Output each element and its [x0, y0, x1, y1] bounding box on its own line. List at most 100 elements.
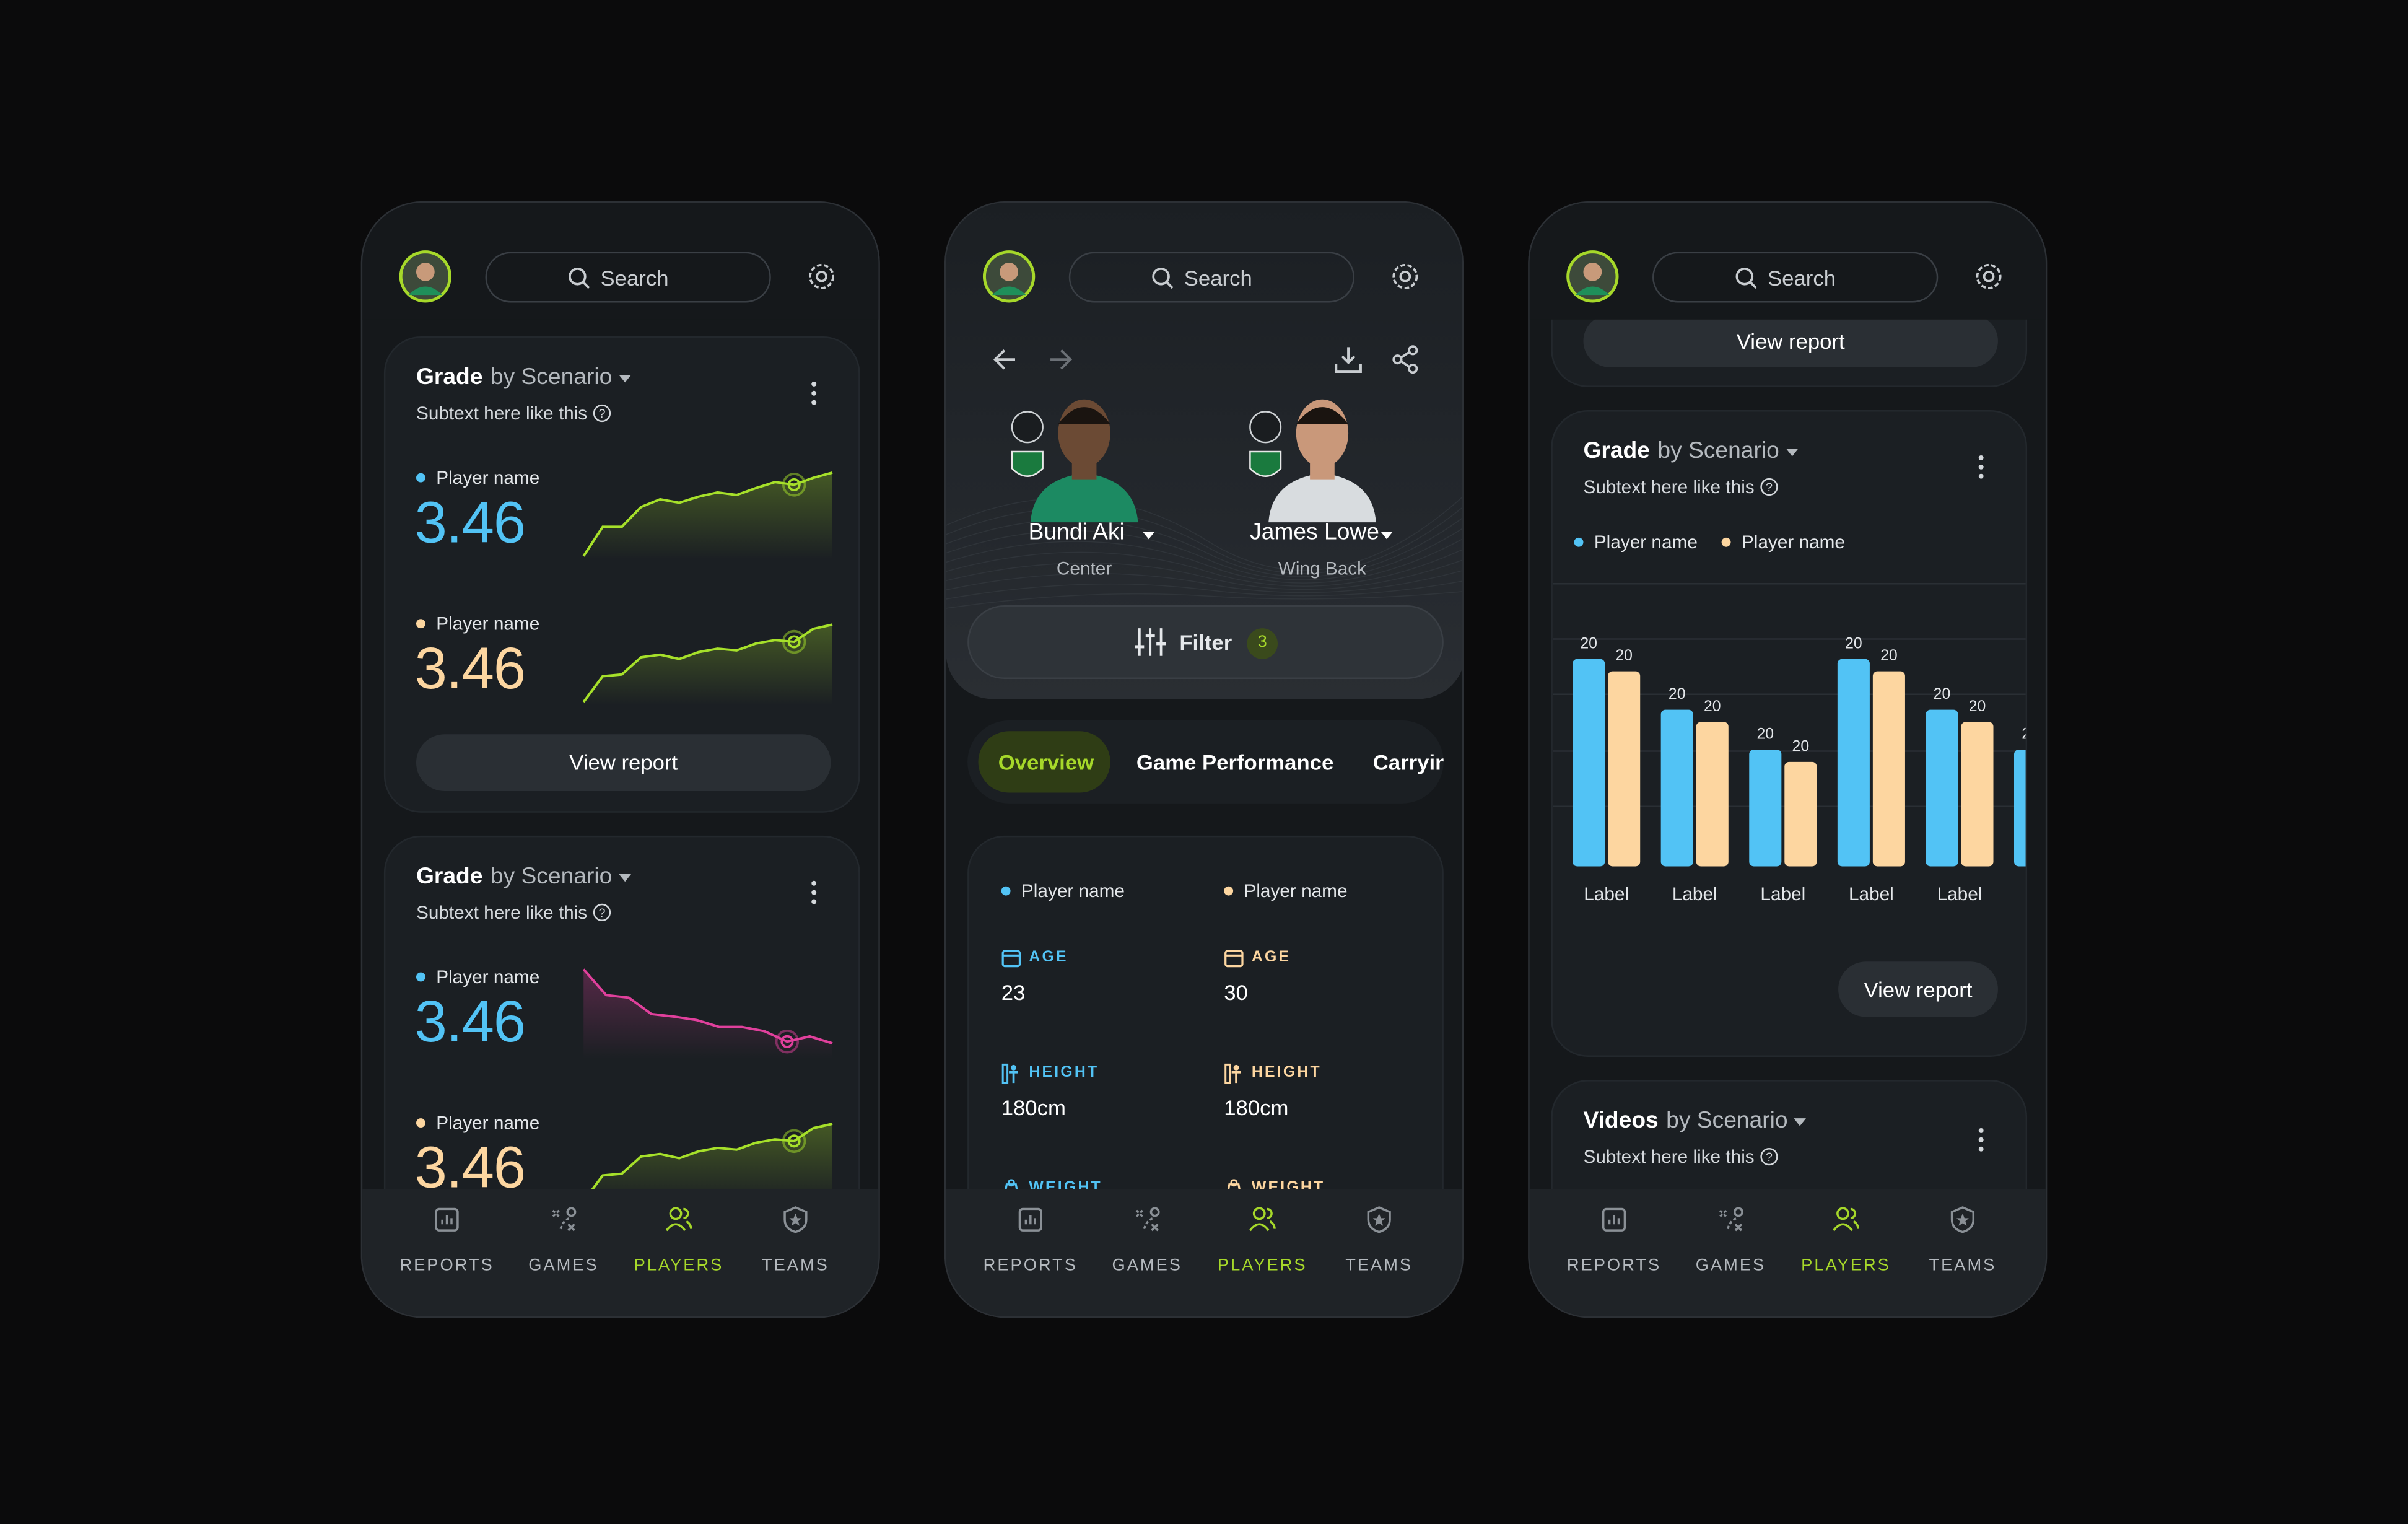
- stat-value: 180cm: [1001, 1095, 1066, 1120]
- search-field[interactable]: Search: [1652, 252, 1939, 303]
- filter-button[interactable]: Filter 3: [967, 605, 1444, 679]
- button-label: View report: [569, 750, 678, 774]
- player-name[interactable]: James Lowe: [1250, 519, 1379, 546]
- sparkline-chart: [582, 968, 833, 1059]
- icon-shape: [1978, 1137, 1984, 1142]
- icon-shape: [811, 899, 817, 904]
- view-report-button[interactable]: View report: [1838, 961, 1998, 1017]
- legend-dot: [1721, 537, 1731, 547]
- search-field[interactable]: Search: [485, 252, 771, 303]
- icon-shape: [416, 972, 425, 982]
- search-icon: [1735, 268, 1757, 289]
- help-icon: ?: [593, 903, 611, 922]
- view-report-button[interactable]: View report: [1583, 315, 1998, 367]
- legend-dot: [1224, 886, 1234, 896]
- view-report-button[interactable]: View report: [416, 734, 831, 791]
- icon-shape: [416, 263, 435, 281]
- tab-active-pill: [978, 731, 1110, 793]
- icon-shape: [1142, 531, 1155, 540]
- icon-shape: [582, 281, 590, 289]
- nav-item[interactable]: TEAMS: [1908, 1201, 2018, 1294]
- nav-item[interactable]: TEAMS: [740, 1201, 851, 1294]
- icon-shape: [619, 874, 632, 882]
- icon-shape: [946, 580, 1462, 600]
- bottom-nav: REPORTS GAMES PLAYERS TEAMS: [362, 1189, 879, 1317]
- x-tick-label: Label: [1849, 884, 1894, 904]
- tab[interactable]: Game Performance: [1136, 750, 1334, 774]
- dropdown-caret: [1786, 449, 1799, 457]
- nav-label: GAMES: [1112, 1256, 1182, 1276]
- icon-shape: [567, 1224, 575, 1232]
- top-bar: Search: [946, 203, 1462, 319]
- bottom-nav: REPORTS GAMES PLAYERS TEAMS: [946, 1189, 1462, 1317]
- icon-shape: [1978, 1146, 1984, 1152]
- icon-shape: [408, 286, 443, 296]
- title-main: Grade: [416, 364, 483, 390]
- phone-screen: View report Grade by Scenario Subtext here …: [1528, 201, 2048, 1318]
- icon-shape: [1786, 449, 1799, 457]
- bar-value-label: 20: [1669, 686, 1686, 703]
- player-name[interactable]: Bundi Aki: [1028, 519, 1125, 546]
- nav-item[interactable]: REPORTS: [391, 1201, 502, 1294]
- icon-shape: [1030, 473, 1138, 523]
- nav-item[interactable]: PLAYERS: [624, 1201, 735, 1294]
- phone-screen: Grade by Scenario Subtext here like this? P…: [360, 201, 880, 1318]
- icon-shape: [1602, 1207, 1626, 1232]
- tab[interactable]: Carrying: [1372, 750, 1444, 774]
- icon-shape: [1721, 537, 1731, 547]
- settings-icon: [1392, 263, 1418, 289]
- card-subtext: Subtext here like this: [416, 402, 588, 424]
- bar: [1573, 659, 1605, 867]
- sparkline-chart: [582, 471, 833, 559]
- icon-shape: [1145, 634, 1155, 638]
- player-position: Center: [1056, 558, 1112, 579]
- tab[interactable]: Overview: [998, 750, 1094, 774]
- icon-shape: [1224, 886, 1234, 896]
- icon-shape: [993, 349, 1016, 370]
- icon-shape: [809, 263, 835, 289]
- icon-shape: [1001, 886, 1011, 896]
- sparkline-area: [583, 1124, 832, 1205]
- dropdown-caret: [1794, 1118, 1807, 1126]
- icon-shape: [1009, 1071, 1018, 1084]
- icon-shape: [416, 619, 425, 629]
- highlight-ring: [775, 1030, 800, 1054]
- icon-shape: [1978, 473, 1984, 479]
- player-name: Player name: [436, 466, 540, 489]
- nav-item[interactable]: PLAYERS: [1207, 1201, 1318, 1294]
- icon-shape: [1224, 950, 1244, 968]
- bar: [1784, 761, 1817, 867]
- search-field[interactable]: Search: [1068, 252, 1355, 303]
- nav-item[interactable]: TEAMS: [1324, 1201, 1434, 1294]
- nav-label: TEAMS: [1345, 1256, 1413, 1276]
- legend-dot: [416, 619, 425, 629]
- nav-item[interactable]: GAMES: [508, 1201, 619, 1294]
- nav-label: REPORTS: [1566, 1256, 1662, 1276]
- back-arrow: [993, 349, 1016, 370]
- icon-shape: [946, 549, 1462, 587]
- icon-shape: ?: [1766, 481, 1773, 494]
- nav-item[interactable]: GAMES: [1092, 1201, 1203, 1294]
- team-crest: [1249, 411, 1282, 477]
- search-placeholder: Search: [1768, 265, 1836, 291]
- icon-shape: [1978, 464, 1984, 470]
- player-name: Player name: [436, 966, 540, 988]
- tab-bar: Overview Game Performance Carrying: [967, 720, 1444, 804]
- nav-item[interactable]: GAMES: [1675, 1201, 1786, 1294]
- nav-item[interactable]: REPORTS: [975, 1201, 1086, 1294]
- grade-value: 3.46: [414, 637, 526, 703]
- nav-icon: [1249, 1207, 1276, 1232]
- top-bar: Search: [1529, 203, 2046, 320]
- icon-shape: [946, 538, 1462, 584]
- icon-shape: [1156, 642, 1166, 646]
- highlight-point: [787, 635, 801, 649]
- icon-shape: [593, 404, 611, 423]
- bar: [1837, 659, 1870, 867]
- player-name: Player name: [1741, 531, 1845, 553]
- nav-item[interactable]: REPORTS: [1559, 1201, 1670, 1294]
- icon-shape: ?: [598, 906, 605, 920]
- nav-item[interactable]: PLAYERS: [1791, 1201, 1901, 1294]
- download-icon: [1335, 347, 1362, 374]
- nav-icon: [1602, 1207, 1626, 1232]
